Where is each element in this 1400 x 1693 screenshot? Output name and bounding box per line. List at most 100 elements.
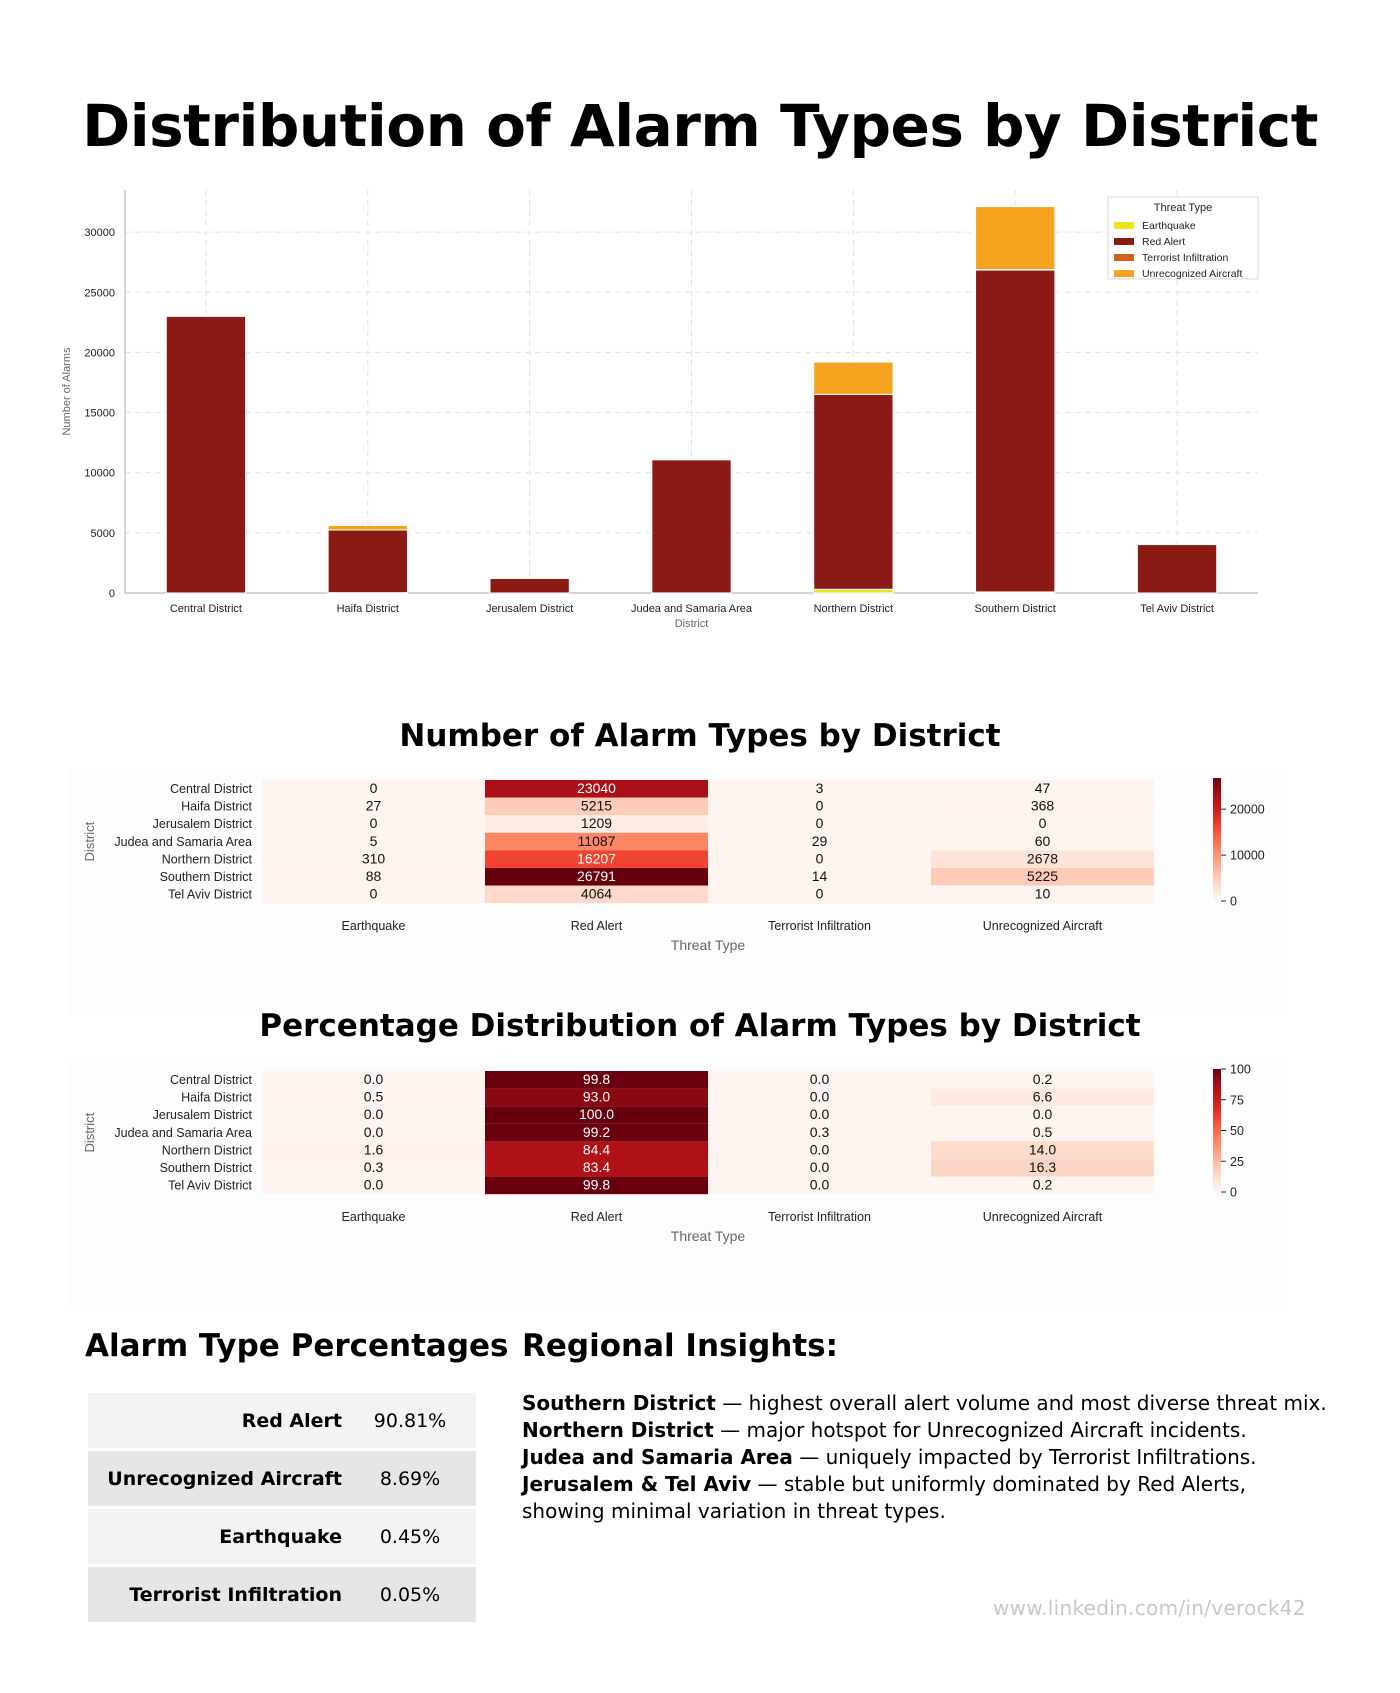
heatmap-cell bbox=[485, 850, 708, 868]
bar-segment bbox=[1136, 543, 1218, 546]
cell-label: 368 bbox=[1031, 798, 1055, 814]
bar-segment bbox=[975, 206, 1056, 270]
heatmap-cell bbox=[708, 832, 931, 851]
heatmap-cell bbox=[262, 1106, 485, 1124]
bar-segment bbox=[165, 315, 247, 594]
cell-label: 0.0 bbox=[810, 1177, 830, 1193]
page-title: Distribution of Alarm Types by District bbox=[82, 92, 1318, 160]
heatmap-cell bbox=[485, 797, 708, 816]
insight-item: Judea and Samaria Area — uniquely impact… bbox=[522, 1444, 1352, 1471]
bar-segment bbox=[651, 457, 732, 460]
insight-text: — major hotspot for Unrecognized Aircraf… bbox=[713, 1418, 1247, 1442]
cell-label: 11087 bbox=[578, 833, 616, 849]
heatmap-cell bbox=[262, 1123, 485, 1142]
heatmap-cell bbox=[708, 1123, 931, 1142]
cell-label: 0.2 bbox=[1033, 1071, 1053, 1087]
insight-subject: Judea and Samaria Area bbox=[522, 1445, 793, 1469]
row-value: 0.45% bbox=[379, 1525, 441, 1548]
bar-segment bbox=[813, 588, 894, 594]
colorbar-tick-label: 100 bbox=[1230, 1063, 1251, 1077]
heatmap-cell bbox=[931, 885, 1154, 904]
cell-label: 47 bbox=[1035, 780, 1051, 796]
cell-label: 0.0 bbox=[810, 1089, 830, 1105]
legend-swatch bbox=[1114, 254, 1134, 261]
y-tick-label: 30000 bbox=[84, 227, 115, 239]
heatmap-cell bbox=[485, 1141, 708, 1159]
heatmap-cell bbox=[931, 1088, 1154, 1107]
table-row: Red Alert 90.81% bbox=[88, 1393, 476, 1448]
heatmap-cell bbox=[708, 1159, 931, 1177]
cell-label: 16.3 bbox=[1029, 1159, 1056, 1175]
row-label: Haifa District bbox=[181, 800, 252, 814]
cell-label: 0.0 bbox=[810, 1159, 830, 1175]
row-label: Jerusalem District bbox=[153, 1108, 253, 1122]
insight-text: — stable but uniformly dominated by Red … bbox=[751, 1472, 1246, 1496]
cell-label: 0 bbox=[816, 850, 824, 866]
x-tick-label: Tel Aviv District bbox=[1140, 603, 1214, 615]
column-label: Red Alert bbox=[571, 919, 623, 933]
insight-item: showing minimal variation in threat type… bbox=[522, 1498, 1352, 1525]
heatmap-cell bbox=[931, 868, 1154, 886]
bar-segment bbox=[813, 361, 894, 395]
x-axis-label: Threat Type bbox=[671, 1228, 746, 1244]
cell-label: 99.2 bbox=[583, 1124, 610, 1140]
insight-item: Jerusalem & Tel Aviv — stable but unifor… bbox=[522, 1471, 1352, 1498]
column-label: Unrecognized Aircraft bbox=[983, 919, 1103, 933]
legend-label: Red Alert bbox=[1142, 236, 1185, 248]
heatmap-cell bbox=[931, 1141, 1154, 1159]
cell-label: 5225 bbox=[1027, 868, 1058, 884]
credit-link[interactable]: www.linkedin.com/in/verock42 bbox=[993, 1596, 1306, 1620]
x-tick-label: Haifa District bbox=[337, 603, 399, 615]
heatmap-cell bbox=[485, 1088, 708, 1107]
y-tick-label: 25000 bbox=[84, 287, 115, 299]
bar-segment bbox=[489, 577, 570, 594]
row-value: 0.05% bbox=[379, 1583, 441, 1606]
heatmap-cell bbox=[931, 780, 1154, 798]
cell-label: 93.0 bbox=[583, 1089, 610, 1105]
colorbar bbox=[1213, 1069, 1221, 1192]
bar-segment bbox=[327, 529, 408, 594]
column-label: Unrecognized Aircraft bbox=[983, 1210, 1103, 1224]
cell-label: 10 bbox=[1035, 886, 1051, 902]
bar-segment bbox=[651, 459, 732, 594]
row-label: Tel Aviv District bbox=[168, 1179, 252, 1193]
heatmap-cell bbox=[708, 868, 931, 886]
row-label: Earthquake bbox=[219, 1525, 342, 1548]
insight-subject: Jerusalem & Tel Aviv bbox=[522, 1472, 752, 1496]
row-label: Northern District bbox=[162, 852, 253, 866]
heatmap-cell bbox=[262, 815, 485, 833]
bar-segment bbox=[975, 269, 1056, 593]
x-tick-label: Northern District bbox=[814, 603, 893, 615]
row-label: Judea and Samaria Area bbox=[114, 1126, 252, 1140]
cell-label: 0.0 bbox=[810, 1141, 830, 1157]
cell-label: 0.0 bbox=[810, 1106, 830, 1122]
heatmap-cell bbox=[485, 780, 708, 798]
table-row: Terrorist Infiltration 0.05% bbox=[88, 1567, 476, 1622]
table-row: Unrecognized Aircraft 8.69% bbox=[88, 1451, 476, 1506]
heatmap-cell bbox=[931, 850, 1154, 868]
insight-text: — uniquely impacted by Terrorist Infiltr… bbox=[792, 1445, 1257, 1469]
column-label: Earthquake bbox=[342, 919, 406, 933]
column-label: Earthquake bbox=[342, 1210, 406, 1224]
heatmap-count-title: Number of Alarm Types by District bbox=[399, 718, 1001, 754]
heatmap-cell bbox=[931, 1159, 1154, 1177]
cell-label: 0 bbox=[370, 886, 378, 902]
cell-label: 0 bbox=[816, 886, 824, 902]
cell-label: 0.0 bbox=[364, 1071, 384, 1087]
y-axis-label: District bbox=[82, 1112, 97, 1152]
row-label: Judea and Samaria Area bbox=[114, 835, 252, 849]
insight-item: Northern District — major hotspot for Un… bbox=[522, 1417, 1352, 1444]
legend-label: Earthquake bbox=[1142, 220, 1196, 232]
heatmap-cell bbox=[262, 832, 485, 851]
cell-label: 0.0 bbox=[1033, 1106, 1053, 1122]
cell-label: 310 bbox=[362, 850, 386, 866]
heatmap-cell bbox=[931, 1176, 1154, 1195]
cell-label: 5 bbox=[370, 833, 378, 849]
cell-label: 99.8 bbox=[583, 1177, 610, 1193]
heatmap-cell bbox=[262, 1141, 485, 1159]
percentages-heading: Alarm Type Percentages bbox=[85, 1328, 509, 1364]
cell-label: 84.4 bbox=[583, 1141, 610, 1157]
cell-label: 0.3 bbox=[364, 1159, 384, 1175]
cell-label: 6.6 bbox=[1033, 1089, 1053, 1105]
